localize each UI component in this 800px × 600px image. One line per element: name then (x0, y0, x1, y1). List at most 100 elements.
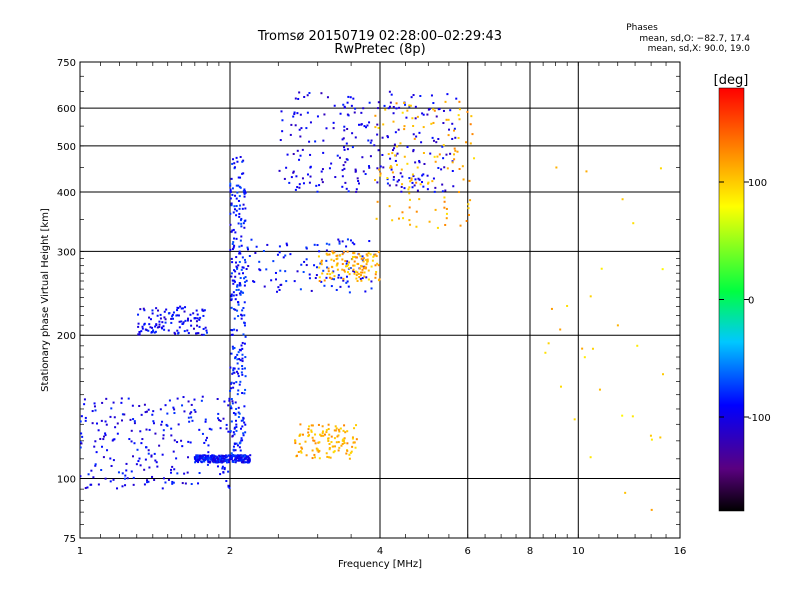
data-point (239, 186, 242, 189)
x-tick-label: 8 (527, 546, 533, 557)
data-point (378, 278, 381, 281)
data-point (242, 307, 245, 310)
data-point (237, 416, 240, 419)
data-point (181, 482, 184, 485)
data-point (467, 207, 470, 210)
data-point (247, 459, 250, 462)
data-point (158, 325, 161, 328)
data-point (242, 432, 245, 435)
data-point (241, 367, 244, 370)
data-point (332, 252, 335, 255)
data-point (392, 120, 395, 123)
data-point (350, 104, 353, 107)
data-point (161, 420, 164, 423)
data-point (469, 123, 472, 126)
data-point (414, 161, 417, 164)
data-point (233, 382, 236, 385)
data-point (171, 313, 174, 316)
data-point (222, 460, 225, 463)
data-point (295, 175, 298, 178)
grid-lines (80, 62, 680, 538)
data-point (433, 190, 436, 193)
data-point (243, 195, 246, 198)
data-point (415, 210, 418, 213)
data-point (230, 420, 233, 423)
data-point (148, 316, 151, 319)
data-point (378, 168, 381, 171)
data-point (458, 118, 461, 121)
data-point (330, 435, 333, 438)
data-point (200, 457, 203, 460)
data-point (411, 186, 414, 189)
data-point (323, 113, 326, 116)
data-point (350, 450, 353, 453)
data-point (443, 166, 446, 169)
data-point (377, 127, 380, 130)
data-point (138, 330, 141, 333)
data-point (243, 277, 246, 280)
data-point (201, 432, 204, 435)
data-point (236, 191, 239, 194)
data-point (412, 175, 415, 178)
data-point (337, 428, 340, 431)
data-point (347, 95, 350, 98)
data-point (353, 252, 356, 255)
data-point (320, 280, 323, 283)
data-point (210, 428, 213, 431)
data-point (428, 220, 431, 223)
data-point (190, 411, 193, 414)
data-point (400, 168, 403, 171)
data-point (137, 313, 140, 316)
data-point (356, 271, 359, 274)
data-point (343, 442, 346, 445)
data-point (310, 430, 313, 433)
data-point (391, 171, 394, 174)
y-tick-label: 750 (57, 58, 76, 69)
data-point (353, 264, 356, 267)
data-point (250, 238, 253, 241)
data-point (130, 440, 133, 443)
data-point (84, 487, 87, 490)
data-point (346, 250, 349, 253)
data-point (379, 174, 382, 177)
data-point (172, 317, 175, 320)
data-point (443, 196, 446, 199)
colorbar-tick-label: 0 (748, 296, 754, 307)
data-point (360, 264, 363, 267)
data-point (429, 152, 432, 155)
data-point (217, 417, 220, 420)
data-point (332, 445, 335, 448)
data-point (357, 182, 360, 185)
data-point (326, 272, 329, 275)
data-point (165, 308, 168, 311)
data-point (470, 115, 473, 118)
data-point (445, 153, 448, 156)
data-point (218, 454, 221, 457)
data-point (414, 178, 417, 181)
data-point (367, 165, 370, 168)
data-point (237, 411, 240, 414)
data-point (262, 249, 265, 252)
data-point (140, 442, 143, 445)
data-point (121, 419, 124, 422)
data-point (345, 142, 348, 145)
data-point (175, 457, 178, 460)
data-point (189, 319, 192, 322)
data-point (336, 254, 339, 257)
data-point (235, 459, 238, 462)
data-point (240, 437, 243, 440)
data-point (102, 456, 105, 459)
data-point (242, 460, 245, 463)
data-point (135, 463, 138, 466)
data-point (282, 256, 285, 259)
data-point (403, 155, 406, 158)
data-point (244, 356, 247, 359)
data-point (352, 252, 355, 255)
data-point (150, 331, 153, 334)
data-point (321, 430, 324, 433)
chart-subtitle: RwPretec (8p) (334, 42, 425, 57)
data-point (235, 370, 238, 373)
data-point (234, 419, 237, 422)
data-point (317, 255, 320, 258)
data-point (239, 204, 242, 207)
